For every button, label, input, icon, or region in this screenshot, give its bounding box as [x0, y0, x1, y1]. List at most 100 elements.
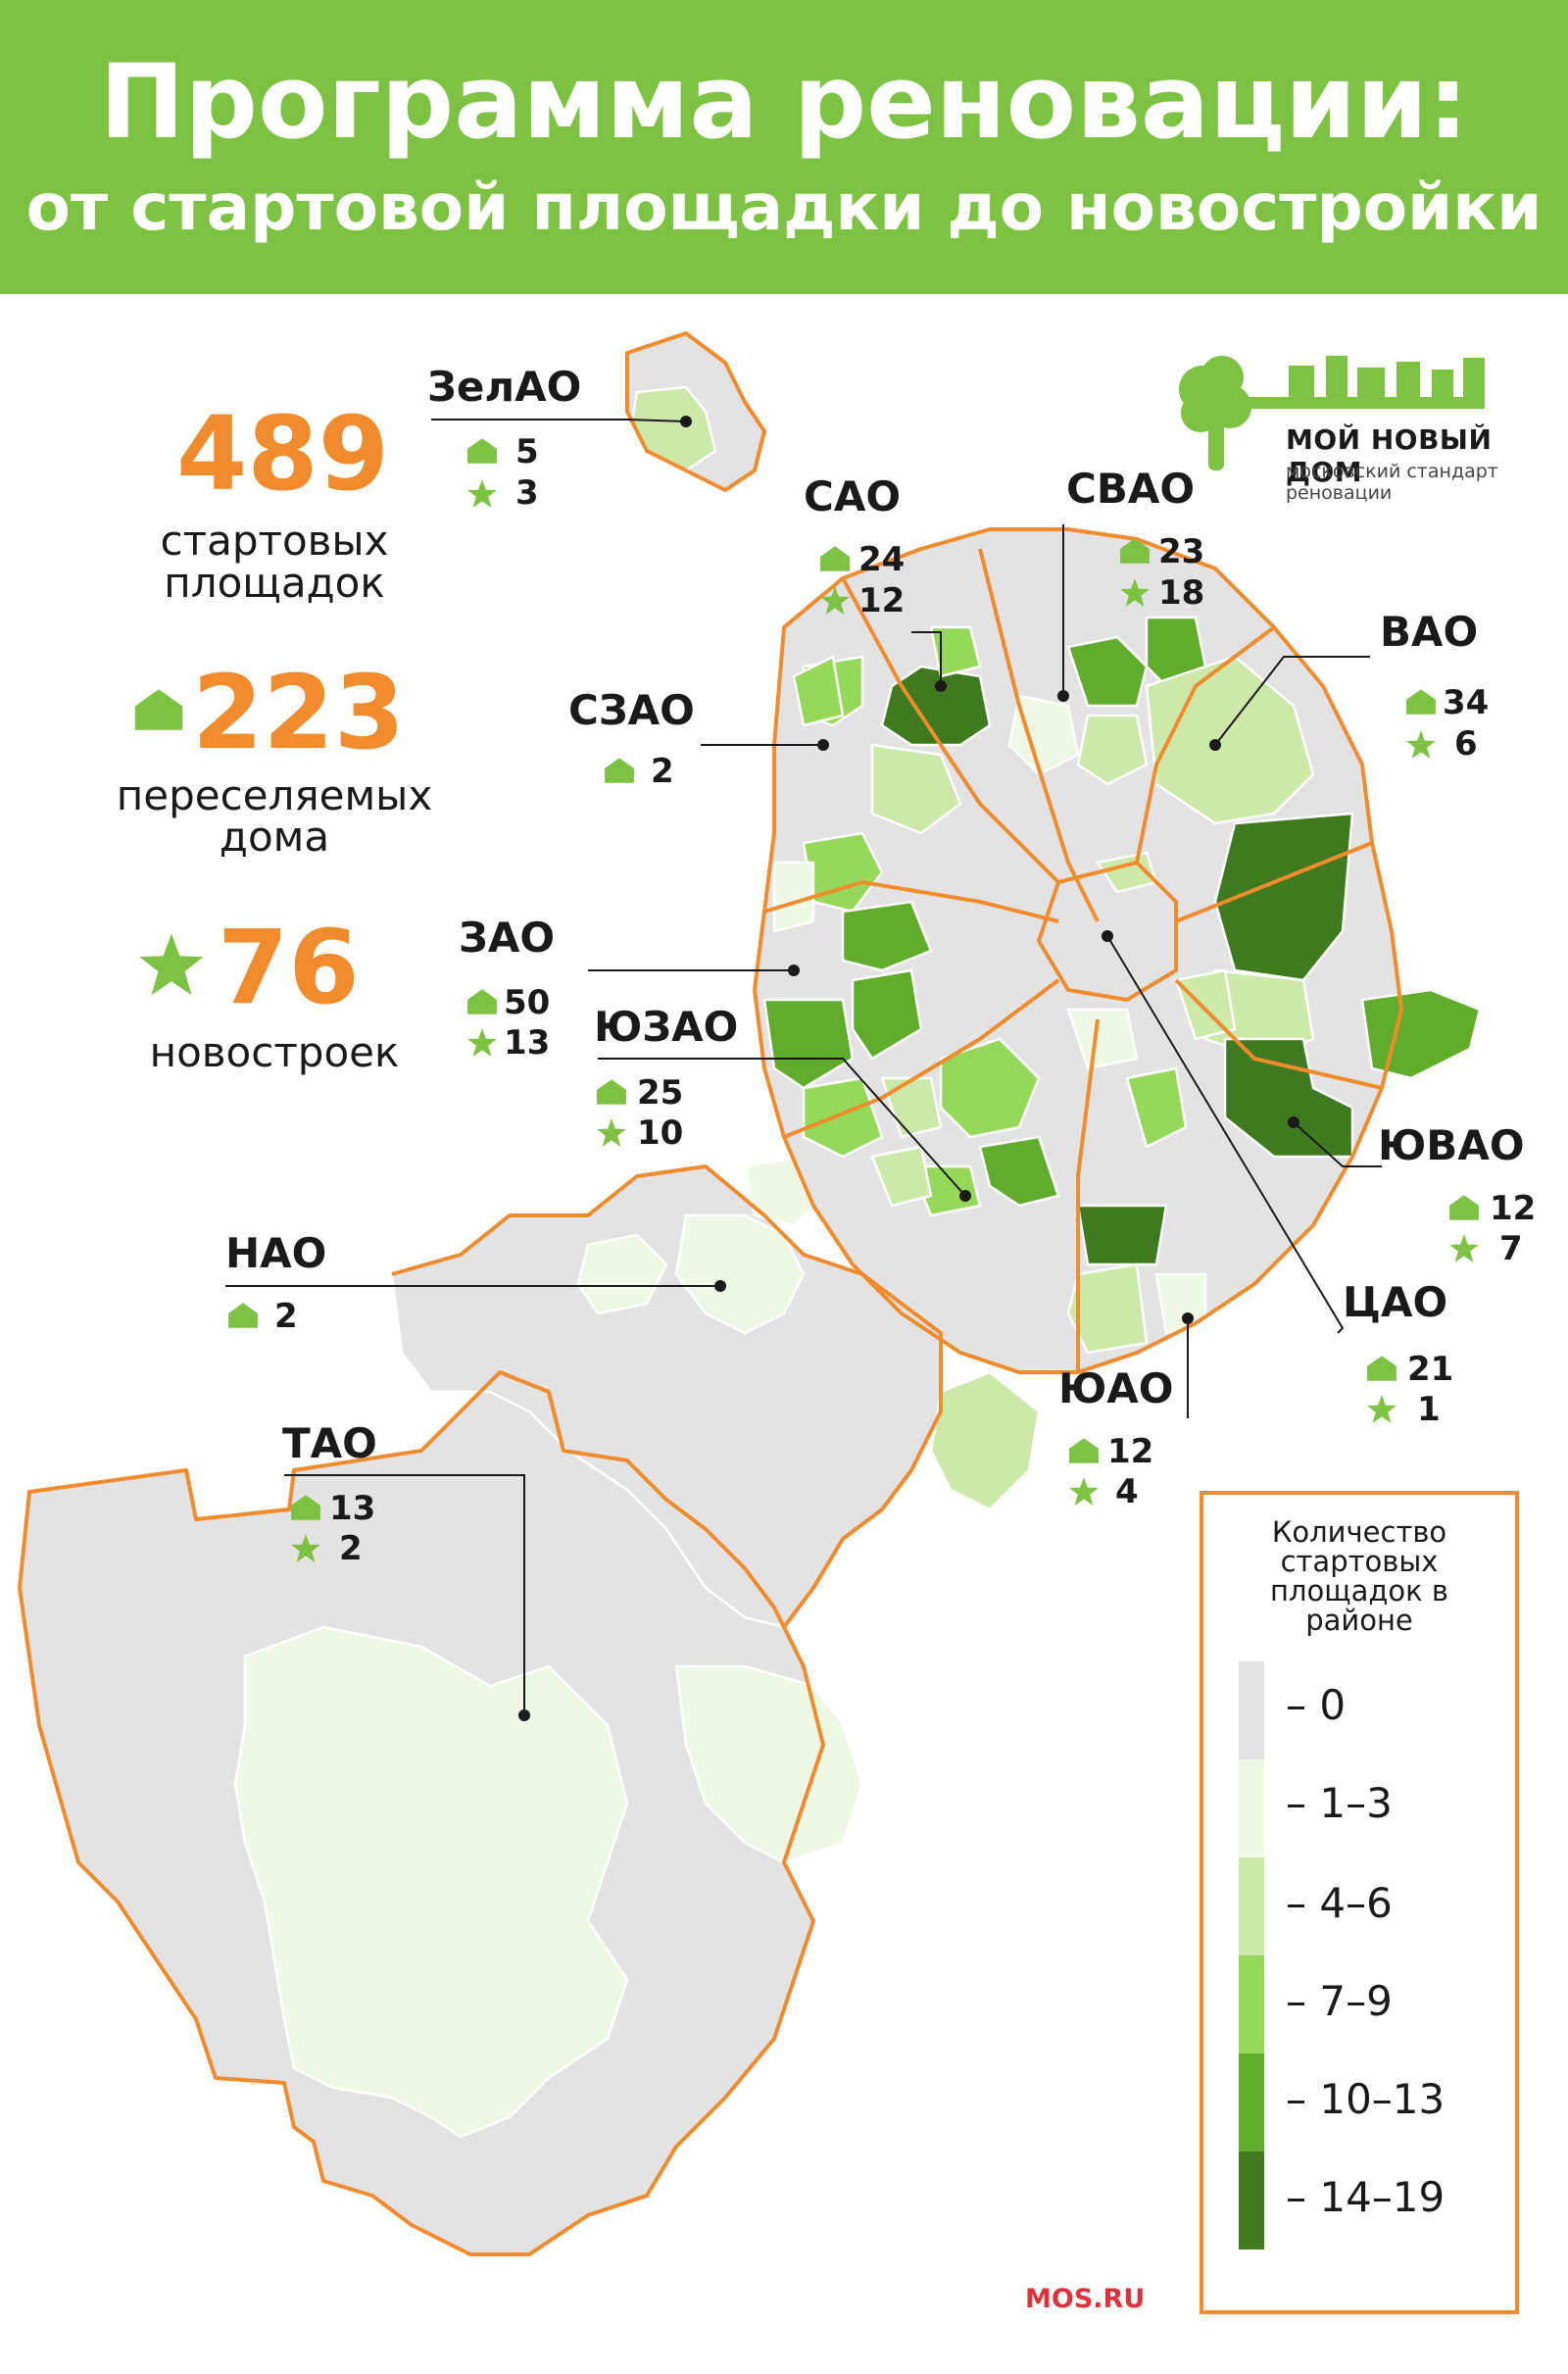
legend-swatch-3: [1239, 1955, 1264, 2053]
house-icon: [466, 988, 498, 1015]
legend: [1200, 1491, 1519, 2314]
count-buildings-yuvao: 7: [1499, 1229, 1523, 1268]
house-icon: [1448, 1194, 1480, 1221]
logo-subtitle: московский стандарт реновации: [1286, 461, 1498, 504]
district-label-svao: СВАО: [1066, 465, 1196, 513]
district-yuvao-lime: [1125, 1066, 1188, 1149]
count-houses-tao: 13: [329, 1489, 376, 1528]
count-houses-vao: 34: [1443, 683, 1490, 722]
leader-cao: [1106, 935, 1345, 1334]
district-vao-east: [1360, 988, 1482, 1080]
count-houses-svao: 23: [1158, 532, 1205, 571]
outline-okrug-6: [783, 978, 1060, 1139]
house-icon: [1366, 1355, 1397, 1382]
count-buildings-cao: 1: [1417, 1390, 1441, 1429]
legend-swatch-0: [1239, 1661, 1264, 1759]
logo-name: МОЙ НОВЫЙ ДОМ: [1286, 423, 1493, 488]
star-icon: [819, 585, 851, 617]
star-icon: [466, 1027, 498, 1059]
leader-vao: [1214, 656, 1370, 746]
district-yuao-dark: [1076, 1204, 1168, 1266]
count-houses-cao: 21: [1407, 1350, 1454, 1389]
district-svao-4: [1076, 714, 1149, 786]
outline-zelao: [625, 331, 766, 492]
count-buildings-vao: 6: [1454, 724, 1478, 764]
count-buildings-sao: 12: [858, 581, 906, 620]
district-zao-1: [762, 998, 855, 1090]
region-nao-green: [674, 1213, 806, 1335]
legend-label-4: – 10–13: [1286, 2075, 1446, 2123]
count-buildings-tao: 2: [339, 1529, 363, 1568]
stat-sites-value: 489: [176, 394, 390, 514]
district-sao-lime: [929, 625, 982, 678]
district-label-nao: НАО: [225, 1229, 327, 1277]
district-label-zao: ЗАО: [459, 914, 556, 962]
district-szao-dark: [841, 900, 933, 972]
outline-okrug-4: [1174, 978, 1383, 1090]
count-buildings-zelao: 3: [515, 473, 539, 513]
legend-label-3: – 7–9: [1286, 1977, 1393, 2025]
outline-okrug-3: [1175, 841, 1373, 923]
house-icon: [819, 545, 851, 572]
header-banner: Программа реновации: от стартовой площад…: [0, 0, 1568, 294]
outline-cao: [1037, 861, 1178, 1002]
count-buildings-yuao: 4: [1115, 1472, 1139, 1511]
district-label-tao: ТАО: [282, 1419, 377, 1467]
district-yuzao-2: [978, 1135, 1060, 1208]
count-buildings-svao: 18: [1158, 573, 1205, 613]
leader-zelao: [431, 419, 687, 422]
legend-label-0: – 0: [1286, 1681, 1347, 1729]
star-icon: [466, 478, 498, 510]
leader-sao: [911, 631, 942, 686]
leader-tao: [284, 1474, 525, 1715]
district-label-zelao: ЗелАО: [427, 363, 582, 411]
leader-yuzao: [598, 1058, 966, 1197]
page-title: Программа реновации:: [99, 42, 1469, 162]
district-label-cao: ЦАО: [1343, 1278, 1448, 1326]
stat-sites-caption-2: площадок: [164, 559, 385, 607]
district-yuao-light: [1066, 1262, 1149, 1355]
stat-buildings-caption: новостроек: [149, 1028, 400, 1076]
house-icon: [604, 757, 635, 784]
district-label-szao: СЗАО: [568, 686, 695, 734]
district-yuao-light-2: [1154, 1272, 1207, 1335]
outline-okrug-5: [1076, 1018, 1100, 1372]
district-zao-2: [851, 968, 923, 1061]
district-svao-3: [1007, 694, 1080, 776]
district-label-vao: ВАО: [1380, 608, 1479, 656]
star-icon: [137, 931, 206, 1000]
legend-label-2: – 4–6: [1286, 1879, 1393, 1927]
count-houses-zao: 50: [504, 983, 551, 1022]
district-label-sao: САО: [804, 472, 902, 520]
district-yuvao-dark: [1223, 1037, 1354, 1159]
star-icon: [1448, 1233, 1480, 1264]
leader-yuvao: [1293, 1121, 1382, 1167]
outline-okrug-8: [841, 577, 1060, 884]
stat-houses-value: 223: [192, 653, 406, 772]
district-sao-light: [870, 743, 962, 835]
house-icon: [466, 437, 498, 465]
legend-swatch-4: [1239, 2053, 1264, 2151]
star-icon: [596, 1117, 627, 1149]
district-label-yuzao: ЮЗАО: [594, 1003, 739, 1051]
source-link[interactable]: MOS.RU: [1025, 2284, 1146, 2314]
count-houses-nao: 2: [274, 1297, 298, 1336]
district-yuzao-4: [870, 1145, 933, 1208]
star-icon: [1119, 577, 1151, 609]
star-icon: [1068, 1476, 1100, 1508]
stat-houses-caption-2: дома: [219, 813, 330, 861]
legend-swatch-2: [1239, 1857, 1264, 1955]
house-icon: [133, 686, 184, 733]
district-szao-green: [792, 655, 845, 727]
outline-tao-nao: [18, 1370, 825, 2256]
stat-sites-caption-1: стартовых: [160, 517, 389, 565]
moscow-outline: [753, 527, 1403, 1374]
logo-key-icon: [1179, 356, 1485, 470]
region-tao-lightgreen: [233, 1625, 629, 2139]
count-houses-yuao: 12: [1107, 1432, 1154, 1471]
outline-nao: [391, 1164, 943, 1629]
count-buildings-yuzao: 10: [637, 1113, 684, 1153]
region-south-tip: [929, 1370, 1041, 1511]
star-icon: [1405, 729, 1437, 761]
legend-swatch-1: [1239, 1759, 1264, 1857]
